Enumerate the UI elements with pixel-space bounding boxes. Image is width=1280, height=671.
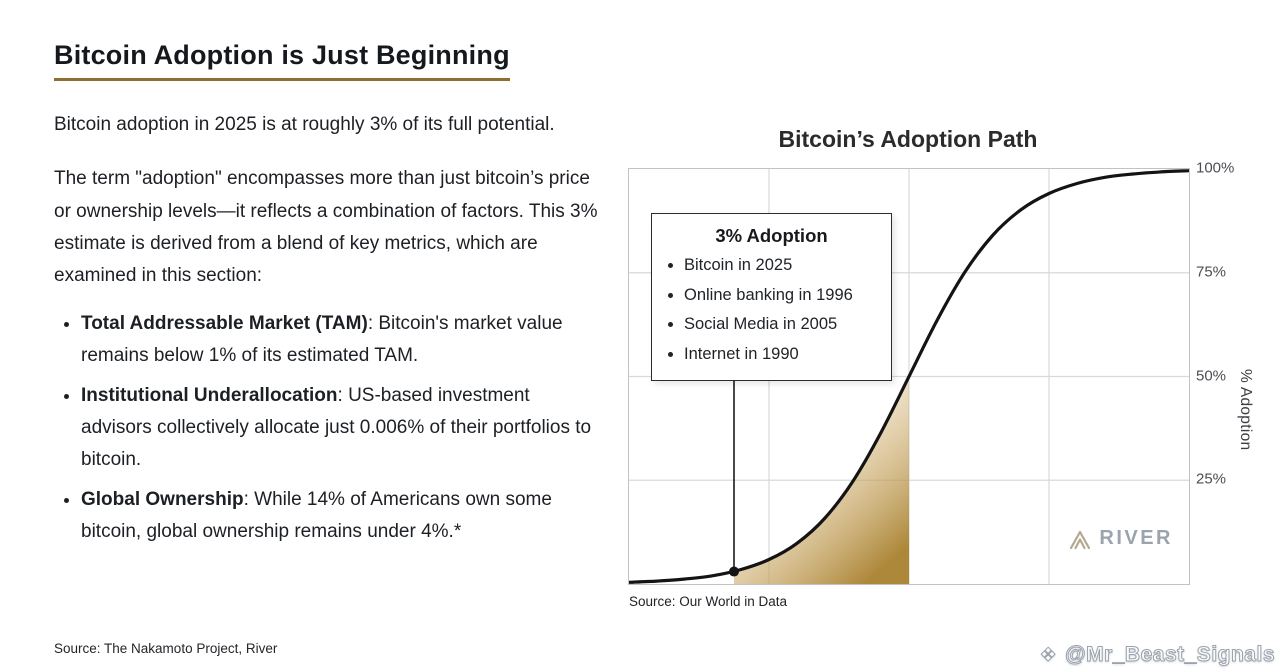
watermark: ❖ @Mr_Beast_Signals	[1039, 643, 1275, 667]
current-adoption-marker-dot	[729, 566, 739, 577]
metric-name: Institutional Underallocation	[81, 385, 338, 407]
chart-source-note: Source: Our World in Data	[629, 594, 788, 609]
sparkle-icon: ❖	[1039, 644, 1058, 666]
adoption-definition-paragraph: The term "adoption" encompasses more tha…	[54, 168, 598, 287]
y-tick-50: 50%	[1196, 367, 1227, 385]
annotation-item: Internet in 1990	[684, 340, 881, 370]
annotation-callout: 3% Adoption Bitcoin in 2025 Online banki…	[651, 213, 892, 381]
metric-text: : While 14% of Americans own some bitcoi…	[81, 489, 552, 542]
y-tick-75: 75%	[1196, 263, 1227, 281]
chart-title: Bitcoin’s Adoption Path	[778, 126, 1038, 152]
intro-paragraph: Bitcoin adoption in 2025 is at roughly 3…	[54, 114, 555, 135]
metric-text: : Bitcoin's market value remains below 1…	[81, 313, 563, 367]
annotation-list: Bitcoin in 2025 Online banking in 1996 S…	[662, 251, 881, 370]
annotation-item: Social Media in 2005	[684, 310, 881, 340]
metric-name: Global Ownership	[81, 489, 244, 511]
page-title: Bitcoin Adoption is Just Beginning	[54, 40, 510, 81]
river-logo-text: RIVER	[1099, 527, 1173, 549]
list-item: Total Addressable Market (TAM): Bitcoin'…	[81, 308, 602, 372]
metric-name: Total Addressable Market (TAM)	[81, 313, 368, 335]
list-item: Institutional Underallocation: US-based …	[81, 380, 602, 476]
adoption-curve	[629, 169, 1189, 584]
metrics-list: Total Addressable Market (TAM): Bitcoin'…	[54, 308, 602, 547]
chart-plot-area: 3% Adoption Bitcoin in 2025 Online banki…	[628, 168, 1190, 585]
annotation-title: 3% Adoption	[715, 225, 828, 246]
list-item: Global Ownership: While 14% of Americans…	[81, 484, 602, 548]
text-panel: Bitcoin Adoption is Just Beginning Bitco…	[54, 40, 602, 556]
y-tick-100: 100%	[1196, 159, 1235, 177]
river-mountain-icon	[1068, 528, 1092, 550]
annotation-item: Online banking in 1996	[684, 281, 881, 311]
annotation-item: Bitcoin in 2025	[684, 251, 881, 281]
chart-panel: Bitcoin’s Adoption Path 3% Adoption	[628, 120, 1258, 625]
gold-shaded-area	[734, 376, 909, 584]
watermark-handle: @Mr_Beast_Signals	[1065, 643, 1275, 667]
metric-text: : US-based investment advisors collectiv…	[81, 385, 592, 471]
left-source-note: Source: The Nakamoto Project, River	[54, 641, 278, 656]
adoption-s-curve-chart	[629, 169, 1189, 584]
river-logo: RIVER	[1068, 527, 1173, 550]
y-tick-25: 25%	[1196, 470, 1227, 488]
y-axis-label: % Adoption	[1237, 369, 1254, 451]
